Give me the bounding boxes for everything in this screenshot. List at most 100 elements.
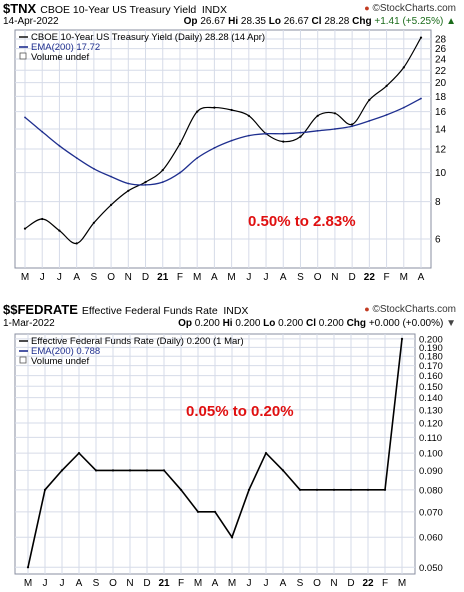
y-tick-label: 0.120 [419,419,443,430]
y-tick-label: 0.130 [419,405,443,416]
price-point [402,66,405,69]
legend-entry: Volume undef [31,52,89,63]
x-tick-label: S [91,272,98,283]
y-tick-label: 0.140 [419,393,443,404]
fed-symbol: $$FEDRATE [3,302,78,317]
tnx-low: 26.67 [283,16,309,27]
price-point [316,114,319,117]
y-tick-label: 28 [435,34,447,45]
price-point [41,217,44,221]
price-point [213,510,217,513]
y-tick-label: 20 [435,78,447,89]
y-tick-label: 0.070 [419,507,443,518]
x-tick-label: S [297,578,304,589]
annotation-text: 0.50% to 2.83% [248,213,356,230]
price-point [298,488,302,491]
x-tick-label: J [57,272,62,283]
fed-close: 0.200 [318,318,344,329]
x-tick-label: A [73,272,80,283]
price-point [94,469,98,472]
y-tick-label: 0.190 [419,343,443,354]
x-tick-label: A [280,578,287,589]
price-point [23,227,27,230]
price-point [349,488,353,491]
ema-point [58,144,61,147]
x-tick-label: J [264,272,269,283]
x-tick-label: M [400,272,408,283]
x-tick-label: F [384,272,390,283]
price-point [144,181,147,184]
fed-ohlc: Op 0.200 Hi 0.200 Lo 0.200 Cl 0.200 Chg … [178,318,456,329]
x-tick-label: A [418,272,425,283]
price-point [247,114,250,117]
fed-high-label: Hi [222,318,233,329]
x-tick-label: M [193,272,201,283]
x-tick-label: N [331,272,338,283]
tnx-name: CBOE 10-Year US Treasury Yield [40,4,197,16]
price-point [77,452,81,455]
ema-point [420,97,422,100]
x-tick-label: S [297,272,304,283]
price-point [299,135,302,138]
price-point [145,469,149,472]
fed-brand: ● ©StockCharts.com [364,304,456,315]
fed-chg-label: Chg [346,318,367,329]
y-tick-label: 8 [435,197,441,208]
price-point [75,242,78,245]
y-tick-label: 26 [435,44,447,55]
tnx-chg: +1.41 (+5.25%) [374,16,444,27]
stockcharts-logo-icon: ● [364,304,370,314]
y-tick-label: 0.180 [419,352,443,363]
x-tick-label: J [247,578,252,589]
x-tick-label: A [211,272,218,283]
legend-swatch [19,356,27,364]
fed-exchange: INDX [223,305,249,317]
legend-entry: Effective Federal Funds Rate (Daily) 0.2… [31,336,244,347]
price-point [383,488,387,491]
price-point [315,488,319,491]
y-tick-label: 0.110 [419,433,442,444]
tnx-exchange: INDX [201,4,227,16]
x-tick-label: M [398,578,406,589]
stockcharts-logo-icon: ● [364,3,370,13]
price-point [162,469,166,472]
price-point [26,566,30,569]
y-tick-label: 0.200 [419,334,443,345]
price-point [400,337,404,340]
legend-swatch [19,52,27,60]
ema-point [299,131,302,134]
annotation-text: 0.05% to 0.20% [186,403,294,420]
fed-close-label: Cl [305,318,316,329]
x-tick-label: S [93,578,100,589]
x-tick-label: N [126,578,133,589]
ema-point [351,125,353,128]
x-tick-label: D [142,272,149,283]
price-point [247,488,251,491]
ema-point [265,132,267,135]
ema-point [385,114,388,116]
tnx-close: 28.28 [324,16,350,27]
y-tick-label: 0.100 [419,449,443,460]
y-tick-label: 16 [435,107,447,118]
price-point [110,203,113,206]
x-tick-label: J [246,272,251,283]
ema-point [213,147,216,149]
fed-low-label: Lo [263,318,276,329]
price-point [196,510,200,513]
y-tick-label: 0.090 [419,466,443,477]
tnx-low-label: Lo [268,16,281,27]
fed-open-label: Op [178,318,192,329]
price-point [179,488,183,491]
x-tick-label: 22 [364,272,376,283]
y-tick-label: 6 [435,235,441,246]
x-tick-label: J [40,272,45,283]
y-tick-label: 10 [435,168,447,179]
x-tick-label: F [382,578,388,589]
ema-point [247,134,250,137]
ema-point [93,167,95,170]
legend-entry: CBOE 10-Year US Treasury Yield (Daily) 2… [31,32,265,43]
price-point [282,140,285,143]
tnx-open: 26.67 [200,16,226,27]
price-point [351,123,354,126]
